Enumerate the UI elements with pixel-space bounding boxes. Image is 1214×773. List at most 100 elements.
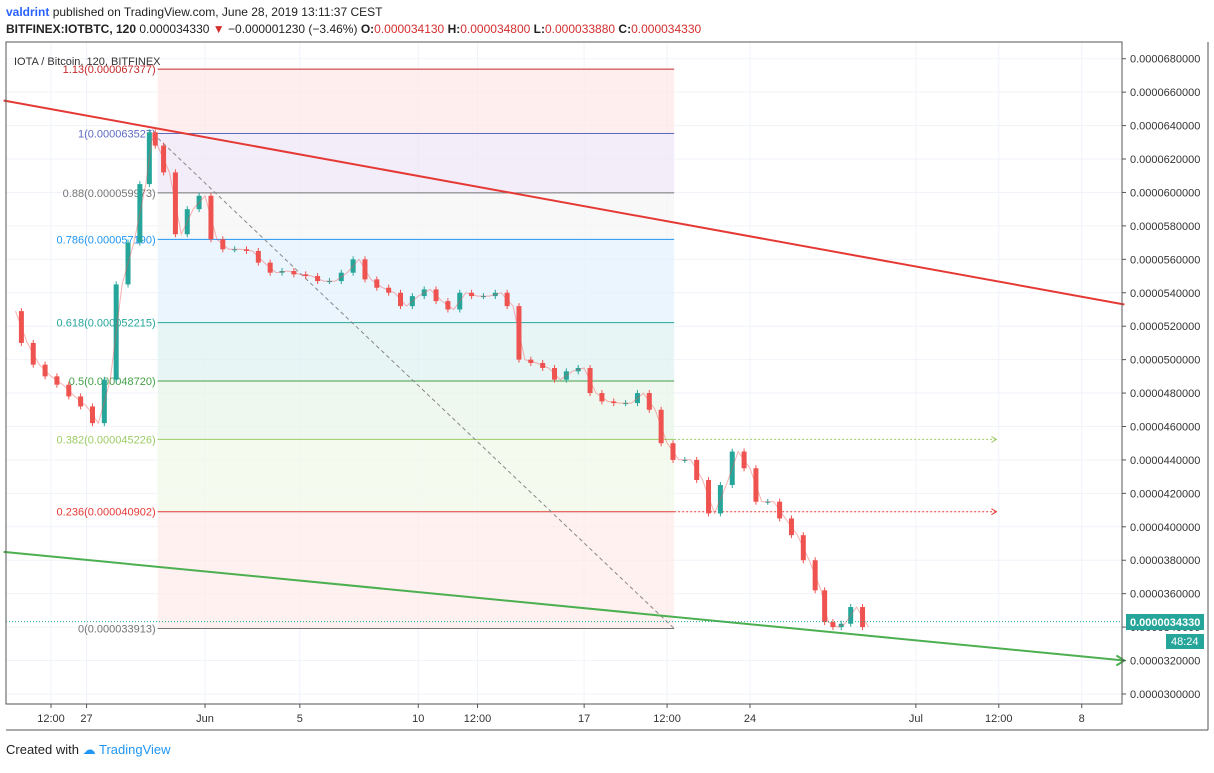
chart-title: IOTA / Bitcoin, 120, BITFINEX: [14, 56, 161, 68]
ohlc-bar: BITFINEX:IOTBTC, 120 0.000034330 ▼ −0.00…: [6, 22, 701, 36]
fib-zone: [157, 239, 675, 323]
x-tick-label: 8: [1079, 713, 1085, 725]
y-tick-label: 0.0000520000: [1130, 321, 1200, 333]
footer: Created with ☁ TradingView: [6, 742, 171, 758]
candle-body: [220, 239, 226, 250]
candle-body: [812, 560, 818, 591]
username[interactable]: valdrint: [6, 5, 50, 19]
candle-body: [146, 132, 152, 185]
candle-body: [184, 209, 190, 235]
y-tick-label: 0.0000640000: [1130, 121, 1200, 133]
candle-body: [445, 301, 451, 310]
candle-body: [78, 396, 84, 407]
fib-level-label: 1.13(0.000067377): [63, 64, 156, 76]
last-price-label: 0.0000034330: [1130, 617, 1200, 629]
candle-body: [338, 272, 344, 282]
open-label: O:: [360, 22, 375, 36]
y-tick-label: 0.0000600000: [1130, 187, 1200, 199]
candle-body: [822, 590, 828, 623]
candle-body: [599, 393, 605, 402]
high-value: 0.000034800: [460, 22, 531, 36]
candle-body: [208, 195, 214, 240]
open-value: 0.000034130: [374, 22, 445, 36]
candle-body: [315, 276, 321, 282]
candle-body: [279, 271, 285, 273]
candle-body: [362, 259, 368, 280]
price-axis[interactable]: 0.00003000000.00003200000.00003400000.00…: [1122, 54, 1200, 701]
candle-body: [658, 409, 664, 444]
candle-body: [777, 501, 783, 519]
candle-body: [161, 145, 167, 173]
candle-body: [830, 622, 836, 628]
candle-body: [516, 306, 522, 360]
price-series: [6, 129, 1122, 631]
trendline: [3, 550, 1125, 662]
fib-level-label: 0(0.000033913): [78, 624, 156, 636]
candle-body: [504, 292, 510, 307]
fib-zone: [157, 192, 675, 240]
tradingview-brand[interactable]: TradingView: [99, 742, 171, 757]
candle-body: [575, 367, 581, 372]
candle-body: [457, 292, 463, 310]
candle-body: [611, 401, 617, 404]
y-tick-label: 0.0000580000: [1130, 221, 1200, 233]
change-value: −0.000001230 (−3.46%): [228, 22, 358, 36]
publish-info: valdrint published on TradingView.com, J…: [6, 5, 382, 19]
candle-body: [326, 281, 332, 283]
candle-body: [528, 359, 534, 363]
candle-body: [30, 342, 36, 365]
candle-body: [386, 287, 392, 293]
candle-body: [646, 393, 652, 410]
candle-body: [860, 607, 866, 628]
y-tick-label: 0.0000440000: [1130, 455, 1200, 467]
tradingview-logo-icon[interactable]: ☁: [82, 742, 96, 757]
symbol-label: BITFINEX:IOTBTC, 120: [6, 22, 137, 36]
candle-body: [89, 406, 95, 424]
x-tick-label: 12:00: [37, 713, 65, 725]
low-label: L:: [533, 22, 545, 36]
candle-body: [374, 279, 380, 288]
candle-body: [800, 535, 806, 561]
candle-body: [670, 443, 676, 460]
fib-zones: [157, 69, 675, 629]
candle-body: [492, 292, 498, 297]
fib-zone: [157, 322, 675, 382]
x-tick-label: 12:00: [653, 713, 681, 725]
candle-body: [706, 479, 712, 514]
last-value: 0.000034330: [139, 22, 210, 36]
y-tick-label: 0.0000620000: [1130, 154, 1200, 166]
low-value: 0.000033880: [545, 22, 616, 36]
candle-body: [196, 195, 202, 210]
y-tick-label: 0.0000420000: [1130, 488, 1200, 500]
x-tick-label: 5: [297, 713, 303, 725]
y-tick-label: 0.0000320000: [1130, 656, 1200, 668]
fib-zone: [157, 381, 675, 440]
candle-body: [409, 296, 415, 307]
fib-extension-arrow: [991, 436, 998, 443]
candle-body: [729, 451, 735, 486]
candle-body: [741, 451, 747, 469]
fib-level-label: 0.618(0.000052215): [57, 318, 156, 330]
time-axis[interactable]: 12:00 27 Jun 5 10 12:00 17 12:00 24 Jul 12:00 8: [37, 704, 1085, 725]
fib-level-label: 1(0.000063527): [78, 128, 156, 140]
candle-body: [125, 242, 131, 285]
x-tick-label: 24: [744, 713, 756, 725]
candle-body: [152, 132, 158, 146]
candle-body: [421, 289, 427, 297]
y-tick-label: 0.0000540000: [1130, 288, 1200, 300]
candle-body: [303, 274, 309, 277]
fib-extension-arrow: [991, 508, 998, 516]
candle-body: [469, 292, 475, 297]
x-tick-label: 17: [578, 713, 590, 725]
candle-body: [54, 376, 60, 385]
candle-body: [480, 296, 486, 298]
candle-body: [255, 250, 261, 263]
candle-body: [682, 459, 688, 461]
candle-body: [66, 384, 72, 397]
candle-body: [267, 262, 273, 273]
candle-body: [172, 172, 178, 235]
down-arrow-icon: ▼: [212, 22, 225, 36]
x-tick-label: Jun: [196, 713, 214, 725]
